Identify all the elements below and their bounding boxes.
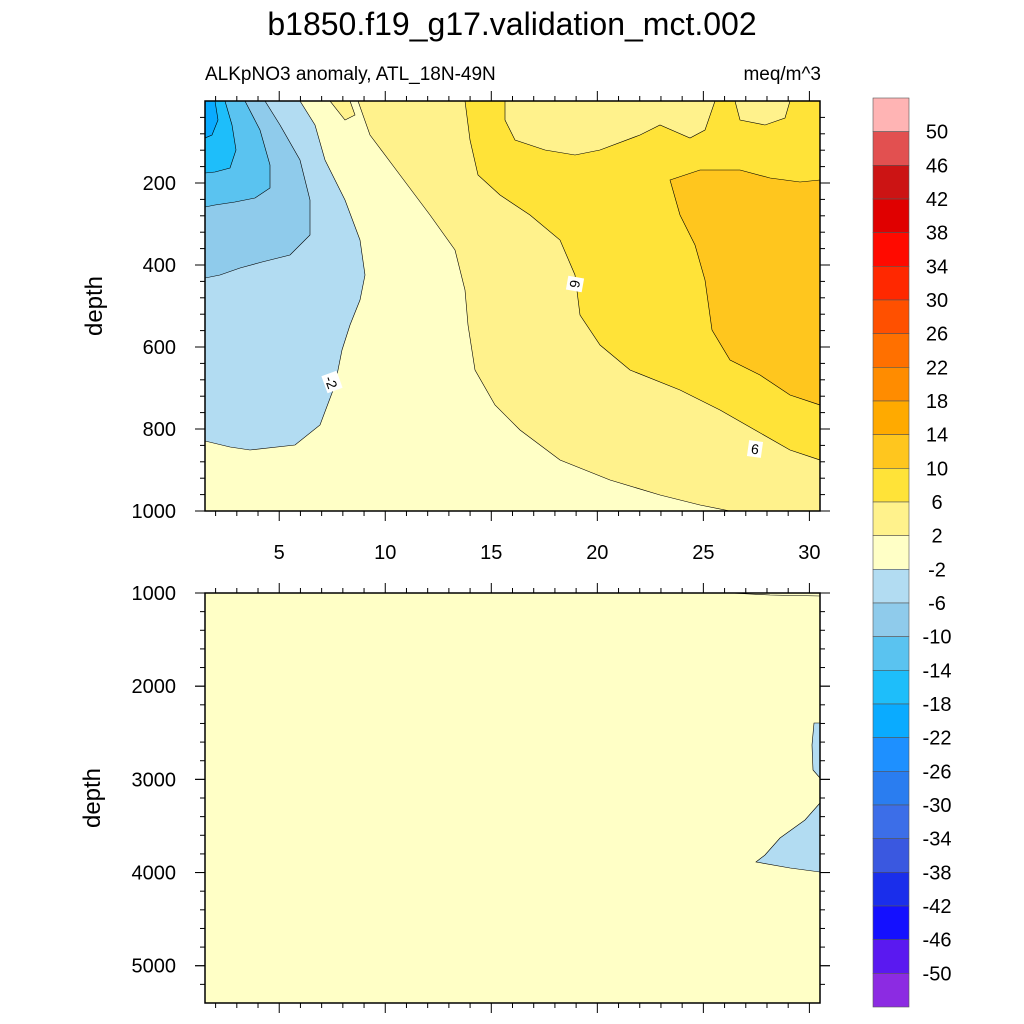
colorbar-swatch [872,737,910,772]
y-tick-label: 200 [143,173,176,195]
y-tick-label: 600 [143,337,176,359]
colorbar-label: -34 [923,829,952,851]
colorbar-label: -6 [928,593,946,615]
colorbar-swatch [872,771,910,806]
colorbar-swatch [872,501,910,536]
y-tick-label: 5000 [132,956,177,978]
lower-ticks: 1000 2000 3000 4000 5000 [132,583,830,1013]
colorbar-label: -18 [923,694,952,716]
colorbar-swatch [872,872,910,907]
x-tick-label: 5 [274,542,285,564]
colorbar-label: 42 [926,189,948,211]
colorbar-label: -14 [923,660,952,682]
colorbar-swatch [872,468,910,503]
contour-label-text: -2 [321,374,340,391]
upper-ylabel: depth [81,276,108,336]
colorbar-swatch [872,232,910,267]
contour-label-text: 6 [566,279,583,290]
colorbar-label: 18 [926,391,948,413]
colorbar-swatch [872,804,910,839]
x-tick-label: 15 [480,542,502,564]
colorbar-swatch [872,333,910,368]
lower-fill-minus-2-to-minus-6-b [755,802,820,873]
x-tick-label: 30 [798,542,820,564]
upper-fill-minus-18-to-minus-22 [205,101,219,139]
colorbar-swatch [872,400,910,435]
y-tick-label: 4000 [132,863,177,885]
colorbar-swatch [872,434,910,469]
colorbar-label: -46 [923,930,952,952]
colorbar-label: 30 [926,290,948,312]
colorbar-label: -10 [923,627,952,649]
colorbar-label: -38 [923,862,952,884]
colorbar-swatch [872,838,910,873]
colorbar-swatch [872,266,910,301]
colorbar-swatch [872,703,910,738]
colorbar-label: -42 [923,896,952,918]
contour-label-6-b: 6 [746,440,764,458]
y-tick-label: 1000 [132,583,177,605]
colorbar-swatch [872,636,910,671]
lower-fill-minus-2-to-2 [205,593,820,1003]
colorbar-swatch [872,367,910,402]
colorbar-label: 14 [926,425,948,447]
colorbar-label: 10 [926,458,948,480]
colorbar-swatch [872,569,910,604]
colorbar-swatch [872,299,910,334]
y-tick-label: 800 [143,419,176,441]
subtitle-right: meq/m^3 [743,64,821,85]
colorbar-label: -26 [923,761,952,783]
x-tick-label: 20 [586,542,608,564]
lower-fill-minus-2-to-minus-6-a [811,722,820,779]
y-tick-label: 1000 [132,501,177,523]
colorbar-label: 38 [926,223,948,245]
x-tick-label: 25 [692,542,714,564]
upper-ticks: 5 10 15 20 25 30 200 400 600 800 1000 [132,91,830,564]
y-tick-label: 400 [143,255,176,277]
colorbar-swatch [872,905,910,940]
x-tick-label: 10 [374,542,396,564]
lower-plot: 1000 2000 3000 4000 5000 depth [79,583,830,1013]
colorbar-swatch [872,165,910,200]
colorbar-swatch [872,535,910,570]
colorbar-swatch [872,602,910,637]
colorbar-swatch [872,973,910,1008]
colorbar-label: 46 [926,155,948,177]
colorbar-swatch [872,97,910,132]
y-tick-label: 2000 [132,676,177,698]
chart-title: b1850.f19_g17.validation_mct.002 [267,6,756,42]
upper-fill-14-to-18 [669,169,820,406]
colorbar-label: 34 [926,256,948,278]
colorbar-label: 26 [926,324,948,346]
colorbar-label: -2 [928,559,946,581]
colorbar-label: 22 [926,357,948,379]
colorbar-label: 50 [926,122,948,144]
subtitle-left: ALKpNO3 anomaly, ATL_18N-49N [205,64,496,85]
colorbar-label: -22 [923,728,952,750]
colorbar-label: 2 [931,526,942,548]
upper-plot: -2 6 6 5 10 15 20 25 30 200 400 600 800 1000 depth [81,91,830,564]
contour-label-minus-2: -2 [321,370,343,394]
colorbar-label: -50 [923,963,952,985]
colorbar-swatch [872,670,910,705]
lower-ylabel: depth [79,768,106,828]
contour-label-text: 6 [750,441,760,458]
contour-label-6-a: 6 [565,275,585,293]
colorbar-swatch [872,939,910,974]
colorbar-swatch [872,131,910,166]
colorbar-label: -30 [923,795,952,817]
y-tick-label: 3000 [132,769,177,791]
colorbar-swatch [872,198,910,233]
colorbar-label: 6 [931,492,942,514]
colorbar: 50 46 42 38 34 30 26 22 18 14 10 6 2 -2 -6 -10 -14 -18 -22… [872,97,952,1008]
